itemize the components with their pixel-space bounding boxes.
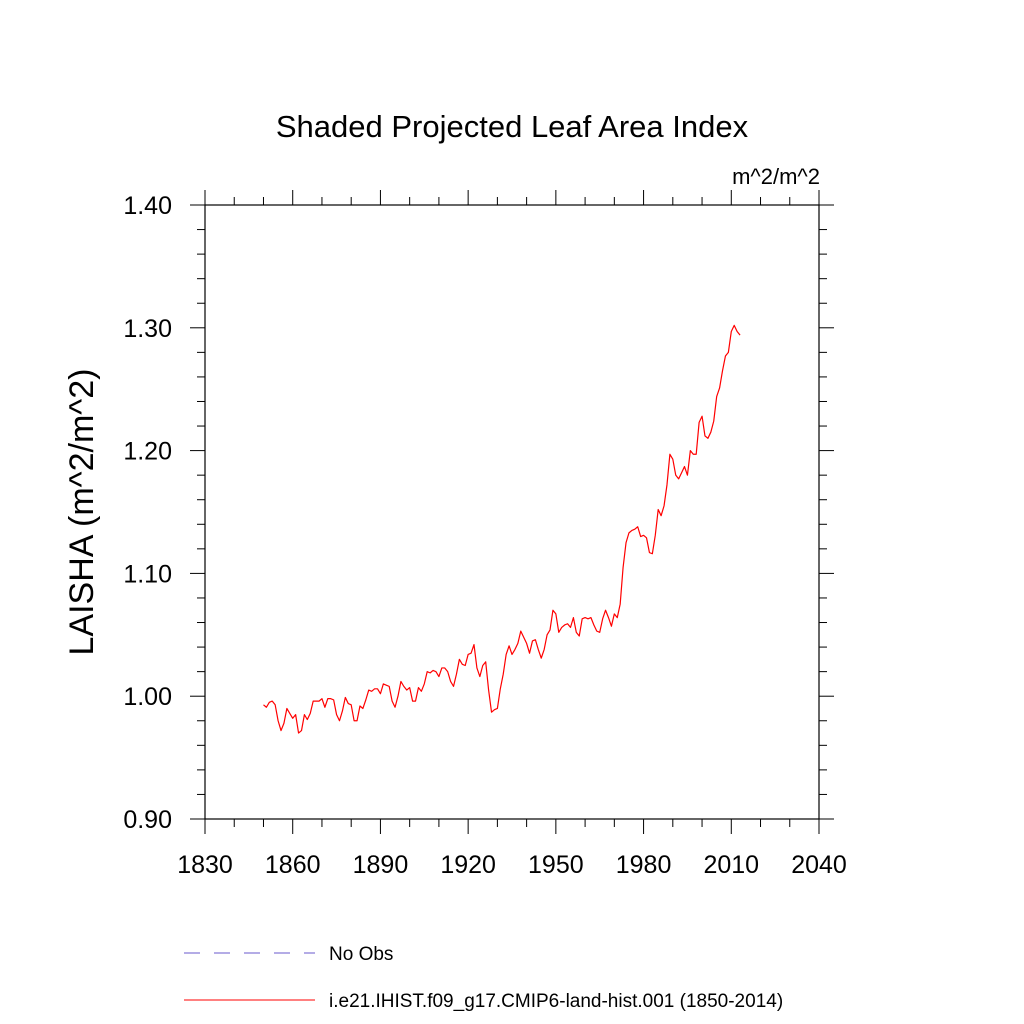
series-layer	[263, 324, 741, 734]
y-tick-label: 1.20	[123, 438, 172, 466]
tick-labels: 1830 1860 1890 1920 1950 1980 2010 2040 0.90 1.00…	[123, 192, 846, 879]
x-tick-label: 1830	[177, 851, 233, 879]
legend: No Obs i.e21.IHIST.f09_g17.CMIP6-land-his…	[184, 944, 783, 1012]
y-axis-label: LAISHA (m^2/m^2)	[63, 369, 101, 656]
y-tick-label: 1.40	[123, 192, 172, 220]
chart-title: Shaded Projected Leaf Area Index	[276, 109, 749, 144]
x-tick-label: 2010	[703, 851, 759, 879]
x-tick-label: 2040	[791, 851, 847, 879]
x-tick-label: 1860	[265, 851, 321, 879]
y-tick-label: 1.00	[123, 683, 172, 711]
legend-label: No Obs	[329, 944, 393, 965]
x-tick-label: 1950	[528, 851, 584, 879]
series-line	[263, 324, 741, 734]
x-tick-label: 1890	[353, 851, 409, 879]
y-tick-label: 1.30	[123, 315, 172, 343]
axis-ticks	[190, 190, 834, 834]
y-tick-label: 1.10	[123, 560, 172, 588]
y-tick-label: 0.90	[123, 806, 172, 834]
plot-frame	[204, 204, 820, 820]
x-tick-label: 1980	[616, 851, 672, 879]
units-label: m^2/m^2	[732, 164, 820, 189]
legend-label: i.e21.IHIST.f09_g17.CMIP6-land-hist.001 …	[329, 991, 783, 1012]
x-tick-label: 1920	[440, 851, 496, 879]
